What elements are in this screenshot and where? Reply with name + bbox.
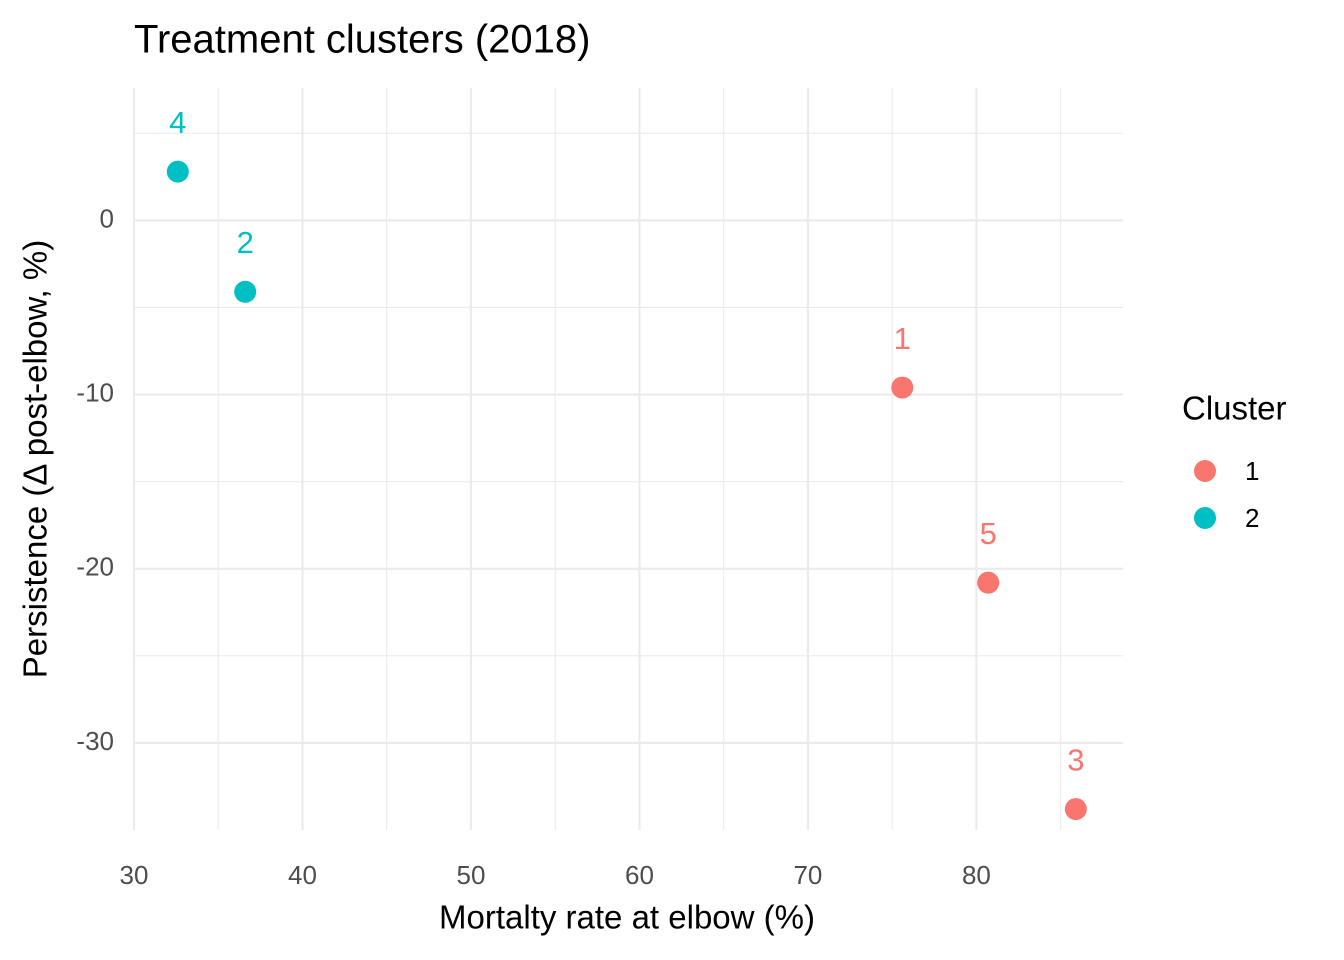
point-label: 2 — [237, 225, 254, 260]
y-tick-label: -10 — [76, 377, 114, 407]
point-label: 5 — [980, 516, 997, 551]
point — [891, 376, 914, 399]
point — [1064, 798, 1087, 821]
point-label: 4 — [169, 105, 186, 140]
legend-key — [1194, 460, 1216, 482]
x-axis-title: Mortalty rate at elbow (%) — [439, 899, 815, 936]
x-tick-label: 60 — [625, 860, 654, 890]
chart-title: Treatment clusters (2018) — [134, 18, 590, 62]
y-tick-label: 0 — [100, 203, 114, 233]
point — [977, 571, 1000, 594]
legend-label: 1 — [1245, 456, 1259, 486]
legend-key — [1194, 507, 1216, 529]
legend-label: 2 — [1245, 503, 1259, 533]
y-tick-label: -20 — [76, 552, 114, 582]
x-tick-label: 30 — [120, 860, 149, 890]
legend-title: Cluster — [1182, 390, 1287, 427]
point-label: 3 — [1067, 742, 1084, 777]
point — [166, 160, 189, 183]
y-tick-label: -30 — [76, 726, 114, 756]
x-tick-label: 80 — [962, 860, 991, 890]
point-label: 1 — [894, 321, 911, 356]
point — [234, 280, 257, 303]
y-axis-title: Persistence (Δ post-elbow, %) — [17, 240, 54, 678]
x-tick-label: 50 — [457, 860, 486, 890]
x-tick-label: 40 — [288, 860, 317, 890]
x-tick-label: 70 — [793, 860, 822, 890]
